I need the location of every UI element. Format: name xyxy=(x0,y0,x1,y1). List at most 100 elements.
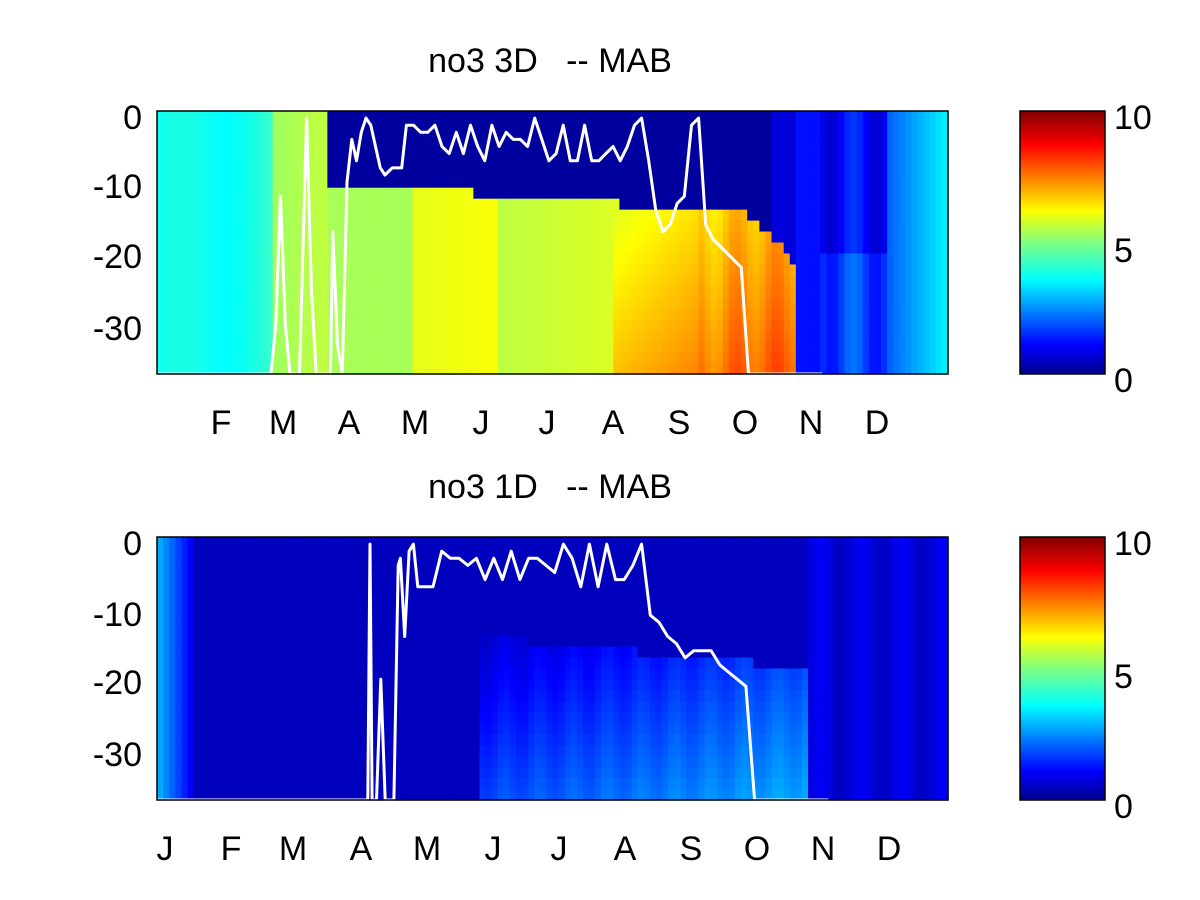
heatmap-cell xyxy=(856,176,864,189)
heatmap-cell xyxy=(461,602,468,615)
heatmap-cell xyxy=(181,187,189,200)
heatmap-cell xyxy=(394,789,401,801)
heatmap-cell xyxy=(394,111,401,123)
heatmap-cell xyxy=(862,198,870,211)
heatmap-cell xyxy=(230,646,237,659)
heatmap-cell xyxy=(449,668,456,681)
heatmap-cell xyxy=(582,143,590,156)
heatmap-cell xyxy=(619,264,627,276)
heatmap-cell xyxy=(735,341,742,353)
heatmap-cell xyxy=(479,537,487,549)
heatmap-cell xyxy=(777,308,785,320)
heatmap-cell xyxy=(260,712,268,724)
heatmap-cell xyxy=(236,209,243,222)
heatmap-cell xyxy=(814,242,821,255)
heatmap-cell xyxy=(461,657,468,670)
heatmap-cell xyxy=(309,352,316,364)
heatmap-cell xyxy=(369,231,377,244)
heatmap-cell xyxy=(874,297,882,309)
heatmap-cell xyxy=(400,286,408,298)
heatmap-cell xyxy=(753,111,760,123)
heatmap-cell xyxy=(576,363,584,375)
heatmap-cell xyxy=(753,121,760,134)
heatmap-cell xyxy=(205,745,213,757)
heatmap-cell xyxy=(783,286,791,298)
heatmap-cell xyxy=(290,778,298,790)
heatmap-cell xyxy=(637,264,645,276)
heatmap-cell xyxy=(655,352,663,364)
heatmap-cell xyxy=(175,635,182,648)
heatmap-cell xyxy=(564,165,572,178)
heatmap-cell xyxy=(777,352,785,364)
heatmap-cell xyxy=(783,176,791,189)
heatmap-cell xyxy=(570,723,578,735)
heatmap-cell xyxy=(485,547,493,560)
heatmap-cell xyxy=(777,111,785,123)
heatmap-cell xyxy=(595,646,602,659)
heatmap-cell xyxy=(254,690,262,702)
heatmap-cell xyxy=(941,286,949,298)
heatmap-cell xyxy=(412,646,420,659)
heatmap-cell xyxy=(765,143,773,156)
heatmap-cell xyxy=(874,143,882,156)
heatmap-cell xyxy=(467,635,474,648)
heatmap-cell xyxy=(309,341,316,353)
heatmap-cell xyxy=(546,143,554,156)
heatmap-cell xyxy=(655,165,663,178)
heatmap-cell xyxy=(333,220,341,233)
heatmap-cell xyxy=(680,297,687,309)
heatmap-cell xyxy=(157,723,164,735)
heatmap-cell xyxy=(157,111,164,123)
heatmap-cell xyxy=(893,275,900,287)
heatmap-cell xyxy=(923,209,931,222)
heatmap-cell xyxy=(558,352,566,364)
heatmap-cell xyxy=(467,198,474,211)
heatmap-cell xyxy=(576,132,584,145)
heatmap-cell xyxy=(236,789,243,801)
heatmap-cell xyxy=(899,297,906,309)
heatmap-cell xyxy=(418,330,426,342)
heatmap-cell xyxy=(430,767,438,779)
heatmap-cell xyxy=(795,132,803,145)
heatmap-cell xyxy=(321,143,328,156)
heatmap-cell xyxy=(333,231,341,244)
heatmap-cell xyxy=(485,198,493,211)
heatmap-cell xyxy=(522,712,529,724)
heatmap-cell xyxy=(747,187,754,200)
heatmap-cell xyxy=(254,756,262,768)
heatmap-cell xyxy=(217,613,225,626)
heatmap-cell xyxy=(388,187,395,200)
heatmap-cell xyxy=(522,176,529,189)
heatmap-cell xyxy=(248,537,255,549)
heatmap-cell xyxy=(187,121,195,134)
heatmap-cell xyxy=(242,154,249,167)
heatmap-cell xyxy=(522,220,529,233)
heatmap-cell xyxy=(820,231,827,244)
heatmap-cell xyxy=(515,253,523,266)
heatmap-cell xyxy=(905,111,913,123)
heatmap-cell xyxy=(595,308,602,320)
heatmap-cell xyxy=(187,580,195,593)
heatmap-cell xyxy=(814,198,821,211)
heatmap-cell xyxy=(272,624,280,637)
heatmap-cell xyxy=(303,308,310,320)
heatmap-cell xyxy=(175,668,182,681)
heatmap-cell xyxy=(607,745,614,757)
heatmap-cell xyxy=(309,613,316,626)
heatmap-cell xyxy=(479,591,487,604)
heatmap-cell xyxy=(455,668,462,681)
heatmap-cell xyxy=(534,602,541,615)
heatmap-cell xyxy=(327,613,335,626)
heatmap-cell xyxy=(777,275,785,287)
heatmap-cell xyxy=(558,275,566,287)
heatmap-cell xyxy=(607,352,614,364)
heatmap-cell xyxy=(674,363,681,375)
heatmap-cell xyxy=(193,154,201,167)
heatmap-cell xyxy=(321,712,328,724)
heatmap-cell xyxy=(619,602,627,615)
heatmap-cell xyxy=(540,286,548,298)
heatmap-cell xyxy=(290,646,298,659)
heatmap-cell xyxy=(515,187,523,200)
heatmap-cell xyxy=(546,286,554,298)
heatmap-cell xyxy=(515,613,523,626)
